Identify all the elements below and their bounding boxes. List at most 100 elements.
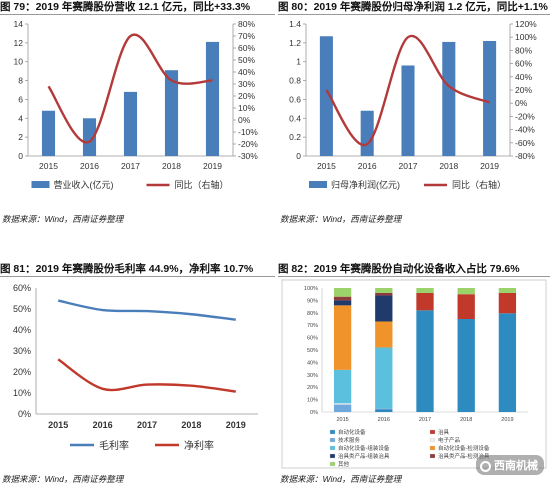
legend-label: 电子产品 (438, 436, 461, 444)
logo-icon (480, 460, 491, 472)
x-tick-label: 2017 (121, 161, 140, 171)
legend-label: 自动化设备-组装设备 (338, 444, 390, 452)
legend-swatch (429, 453, 436, 459)
y-tick-label: 10% (307, 398, 318, 404)
source-note: 数据来源：Wind，西南证券整理 (2, 474, 124, 484)
x-tick-label: 2019 (501, 417, 513, 423)
bar-segment (457, 288, 475, 295)
y-tick-label: 0% (18, 409, 31, 419)
bar-segment (457, 294, 475, 319)
y-tick-label: 50% (307, 348, 318, 354)
y-tick-label: 70% (307, 323, 318, 329)
legend-label: 治具 (438, 428, 450, 436)
legend-swatch (429, 429, 436, 435)
bar-segment (416, 310, 434, 412)
y2-tick-label: -80% (515, 151, 535, 161)
watermark-label: 西南机械 (494, 460, 538, 472)
y2-tick-label: 40% (515, 72, 532, 82)
y2-tick-label: -30% (238, 151, 258, 161)
series-line (57, 299, 236, 321)
y-tick-label: 0 (18, 151, 23, 161)
y2-tick-label: 0% (515, 98, 528, 108)
bar-segment (457, 319, 475, 412)
x-tick-label: 2015 (48, 420, 68, 430)
chart-margins: 0% 10% 20% 30% 40% 50% 60% 2015 2016 2017 2018 2019… (13, 283, 258, 452)
bar (319, 36, 333, 156)
x-tick-label: 2019 (480, 161, 499, 171)
x-tick-label: 2018 (439, 161, 458, 171)
y2-tick-label: 20% (238, 91, 255, 101)
y-tick-label: 40% (13, 325, 31, 335)
series-line (47, 33, 213, 144)
y2-tick-label: 60% (515, 59, 532, 69)
y-tick-label: 60% (307, 336, 318, 342)
y2-tick-label: 100% (515, 32, 537, 42)
legend-label: 同比（右轴） (452, 179, 506, 190)
y2-tick-label: 80% (238, 19, 255, 29)
bar-segment (498, 288, 517, 293)
panel-margins: 图 81：2019 年赛腾股份毛利率 44.9%，净利率 10.7% 0% 10%… (0, 262, 275, 489)
legend-label: 其他 (338, 460, 350, 468)
chart-net-profit: 0 0.2 0.4 0.6 0.8 1 1.2 1.4 -80% -60% -40% -20% 0% 20… (289, 19, 537, 190)
y-tick-label: 10 (14, 57, 24, 67)
bar-segment (375, 409, 393, 412)
x-tick-label: 2019 (203, 161, 222, 171)
legend-label: 同比（右轴） (175, 179, 229, 190)
x-tick-label: 2016 (378, 417, 390, 423)
y-tick-label: 4 (18, 113, 23, 123)
y2-tick-label: 30% (238, 79, 255, 89)
legend-label: 毛利率 (99, 439, 129, 452)
bar-segment (333, 305, 352, 370)
source-note: 数据来源：Wind，西南证券整理 (2, 214, 124, 224)
x-tick-label: 2015 (39, 161, 58, 171)
y-tick-label: 50% (13, 304, 31, 314)
legend-swatch (329, 429, 336, 435)
bar (41, 110, 56, 156)
legend-label: 自动化设备-检测设备 (438, 444, 490, 452)
legend-swatch (329, 453, 336, 459)
source-note: 数据来源：Wind，西南证券整理 (280, 474, 402, 484)
y-tick-label: 12 (14, 38, 24, 48)
y-tick-label: 30% (307, 373, 318, 379)
bar-segment (333, 288, 352, 297)
panel-title: 图 79：2019 年赛腾股份营收 12.1 亿元，同比+33.3% (0, 0, 275, 15)
y-tick-label: 1.4 (289, 19, 301, 29)
source-note: 数据来源：Wind，西南证券整理 (280, 214, 402, 224)
panel-revenue-mix: 图 82：2019 年赛腾股份自动化设备收入占比 79.6% 0% 10% 20% 3… (278, 262, 550, 489)
bar-segment (375, 347, 393, 409)
y2-tick-label: 0% (238, 115, 251, 125)
bar-segment (498, 313, 517, 412)
y-tick-label: 8 (18, 76, 23, 86)
y-tick-label: 0.4 (289, 113, 301, 123)
bar-segment (375, 321, 393, 348)
legend-label: 治具类产品-检测治具 (438, 452, 490, 460)
chart-revenue-mix: 0% 10% 20% 30% 40% 50% 60% 70% 80% 90% 100% 2015 201… (281, 279, 547, 469)
bar-segment (333, 404, 352, 412)
legend-label: 营业收入(亿元) (54, 179, 114, 190)
x-tick-label: 2017 (399, 161, 418, 171)
panel-net-profit: 图 80：2019 年赛腾股份归母净利润 1.2 亿元，同比+1.1% 0 0.2… (278, 0, 550, 230)
y2-tick-label: -10% (238, 127, 258, 137)
y-tick-label: 10% (13, 388, 31, 398)
y-tick-label: 30% (13, 346, 31, 356)
x-tick-label: 2018 (162, 161, 181, 171)
x-tick-label: 2017 (419, 417, 431, 423)
y-tick-label: 90% (307, 298, 318, 304)
series-line (57, 358, 236, 393)
x-tick-label: 2015 (336, 417, 348, 423)
legend-swatch (31, 181, 50, 188)
x-tick-label: 2016 (358, 161, 377, 171)
x-tick-label: 2016 (93, 420, 113, 430)
bar (123, 91, 138, 156)
bar-segment (333, 300, 352, 306)
y-tick-label: 0% (310, 410, 318, 416)
legend-swatch (309, 181, 327, 188)
y2-tick-label: 20% (515, 85, 532, 95)
bar-segment (375, 292, 393, 296)
legend-swatch (329, 445, 336, 451)
legend-swatch (429, 445, 436, 451)
y2-tick-label: 60% (238, 43, 255, 53)
legend-label: 技术服务 (338, 436, 361, 444)
y-tick-label: 2 (18, 132, 23, 142)
y-tick-label: 0.8 (289, 76, 301, 86)
